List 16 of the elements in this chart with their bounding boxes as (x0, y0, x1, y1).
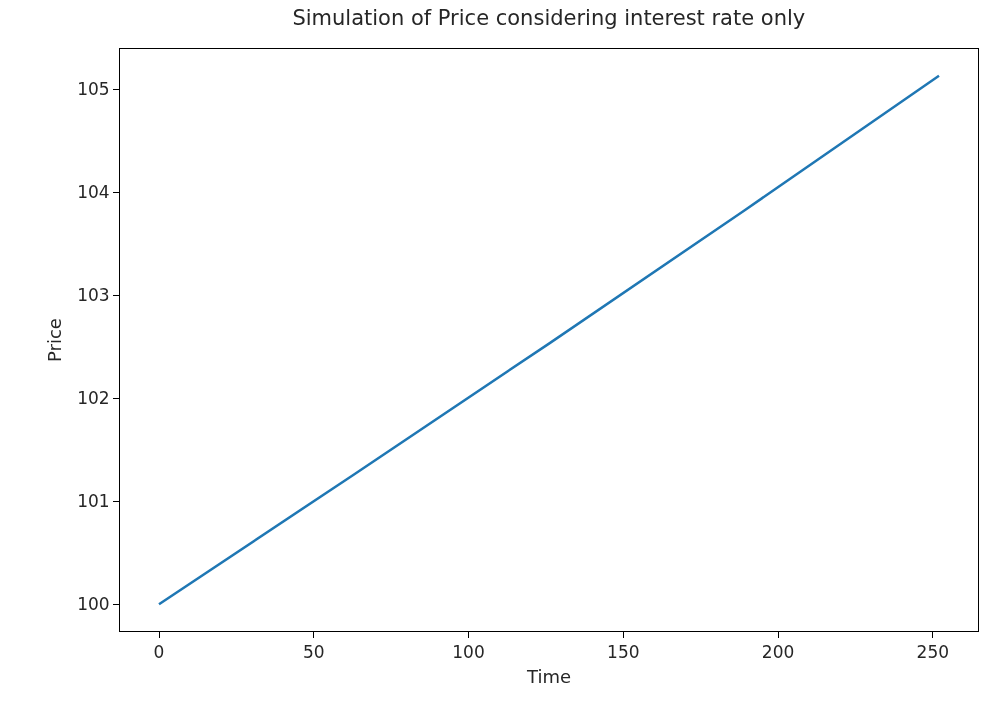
y-tick-label: 104 (77, 182, 110, 203)
x-tick-label: 100 (452, 642, 485, 663)
line-series (157, 74, 941, 606)
x-tick-label: 0 (153, 642, 165, 663)
y-tick-label: 101 (77, 491, 110, 512)
x-tick-label: 250 (916, 642, 950, 663)
x-axis-title: Time (525, 665, 572, 687)
y-tick-label: 102 (77, 388, 110, 409)
chart-title: Simulation of Price considering interest rate only (292, 6, 806, 31)
y-tick-label: 105 (77, 79, 110, 100)
x-tick-label: 50 (302, 642, 325, 663)
y-tick-label: 103 (77, 285, 110, 306)
x-tick-label: 200 (761, 642, 795, 663)
y-axis-title: Price (44, 318, 66, 362)
x-tick-label: 150 (607, 642, 640, 663)
y-tick-label: 100 (77, 594, 110, 615)
